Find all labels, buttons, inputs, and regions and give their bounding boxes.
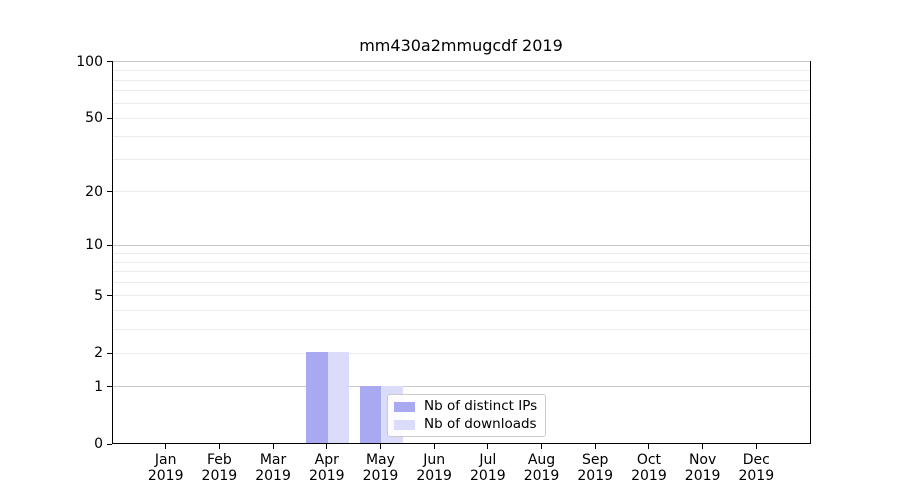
x-tick-label: Nov 2019	[671, 452, 735, 484]
bar-downloads	[327, 352, 350, 443]
x-tick-label: Jul 2019	[456, 452, 520, 484]
y-tick-mark	[107, 244, 112, 246]
minor-gridline	[113, 69, 810, 71]
x-tick-year: 2019	[631, 468, 667, 484]
x-tick-mark	[218, 444, 220, 449]
legend-label: Nb of distinct IPs	[424, 398, 538, 414]
x-tick-label: Apr 2019	[295, 452, 359, 484]
y-tick-label: 50	[85, 110, 103, 127]
minor-gridline	[113, 295, 810, 297]
bar-distinct-ips	[359, 385, 382, 443]
y-tick-mark	[107, 61, 112, 63]
y-tick-label: 10	[85, 237, 103, 254]
x-tick-month: May	[365, 452, 395, 468]
x-tick-year: 2019	[577, 468, 614, 484]
x-tick-month: Sep	[582, 452, 609, 468]
bar-distinct-ips	[306, 352, 328, 443]
x-tick-label: Mar 2019	[241, 452, 305, 484]
y-tick-label: 1	[94, 378, 103, 395]
x-tick-mark	[594, 444, 596, 449]
y-tick-mark	[107, 295, 112, 297]
minor-gridline	[113, 117, 810, 119]
plot-area	[112, 61, 811, 444]
y-tick-mark	[107, 443, 112, 445]
x-tick-month: Apr	[314, 452, 339, 468]
x-tick-month: Nov	[688, 452, 717, 468]
minor-gridline	[113, 159, 810, 161]
minor-gridline	[113, 90, 810, 92]
x-tick-label: Oct 2019	[617, 452, 681, 484]
minor-gridline	[113, 103, 810, 104]
x-tick-year: 2019	[308, 468, 345, 484]
y-tick-label: 100	[76, 53, 103, 70]
x-tick-month: Feb	[206, 452, 232, 468]
minor-gridline	[113, 191, 810, 193]
y-tick-mark	[107, 191, 112, 193]
x-tick-month: Mar	[259, 452, 287, 468]
y-tick-label: 2	[94, 345, 103, 361]
x-tick-label: Sep 2019	[563, 452, 627, 484]
y-tick-mark	[107, 352, 112, 354]
legend-label: Nb of downloads	[424, 416, 537, 432]
x-tick-mark	[433, 444, 435, 449]
x-tick-month: Jul	[479, 452, 497, 468]
x-tick-year: 2019	[523, 468, 560, 484]
x-tick-year: 2019	[147, 468, 184, 484]
x-tick-mark	[379, 444, 381, 449]
x-tick-year: 2019	[738, 468, 775, 484]
y-tick-mark	[107, 386, 112, 388]
x-tick-mark	[487, 444, 489, 449]
y-tick-label: 5	[94, 287, 103, 304]
major-gridline	[113, 386, 810, 388]
y-tick-mark	[107, 117, 112, 119]
minor-gridline	[113, 79, 810, 81]
x-tick-month: Jan	[154, 452, 177, 468]
x-tick-month: Jun	[423, 452, 446, 468]
x-tick-mark	[755, 444, 757, 449]
minor-gridline	[113, 252, 810, 254]
x-tick-label: Feb 2019	[187, 452, 251, 484]
major-gridline	[113, 61, 810, 63]
x-tick-year: 2019	[470, 468, 506, 484]
minor-gridline	[113, 352, 810, 354]
x-tick-month: Dec	[742, 452, 770, 468]
minor-gridline	[113, 282, 810, 284]
x-tick-mark	[541, 444, 543, 449]
x-tick-month: Aug	[527, 452, 556, 468]
x-tick-mark	[165, 444, 167, 449]
minor-gridline	[113, 261, 810, 263]
legend-swatch	[394, 419, 415, 430]
legend: Nb of distinct IPs Nb of downloads	[387, 394, 547, 437]
y-tick-label: 20	[85, 183, 103, 200]
x-tick-mark	[272, 444, 274, 449]
y-tick-label: 0	[94, 436, 103, 452]
x-tick-year: 2019	[684, 468, 721, 484]
x-tick-year: 2019	[362, 468, 399, 484]
x-tick-label: Jan 2019	[134, 452, 198, 484]
x-tick-label: May 2019	[348, 452, 412, 484]
x-tick-label: Jun 2019	[402, 452, 466, 484]
x-tick-label: Aug 2019	[510, 452, 574, 484]
minor-gridline	[113, 135, 810, 137]
x-tick-month: Oct	[636, 452, 662, 468]
x-tick-year: 2019	[416, 468, 452, 484]
major-gridline	[113, 244, 810, 246]
legend-item: Nb of distinct IPs	[394, 399, 537, 414]
minor-gridline	[113, 271, 810, 273]
x-tick-mark	[702, 444, 704, 449]
chart-title: mm430a2mmugcdf 2019	[359, 36, 563, 55]
legend-item: Nb of downloads	[394, 417, 537, 432]
legend-swatch	[394, 401, 415, 412]
minor-gridline	[113, 310, 810, 312]
x-tick-label: Dec 2019	[724, 452, 788, 484]
x-tick-mark	[326, 444, 328, 449]
x-tick-year: 2019	[255, 468, 291, 484]
x-tick-mark	[648, 444, 650, 449]
minor-gridline	[113, 328, 810, 330]
x-tick-year: 2019	[201, 468, 238, 484]
